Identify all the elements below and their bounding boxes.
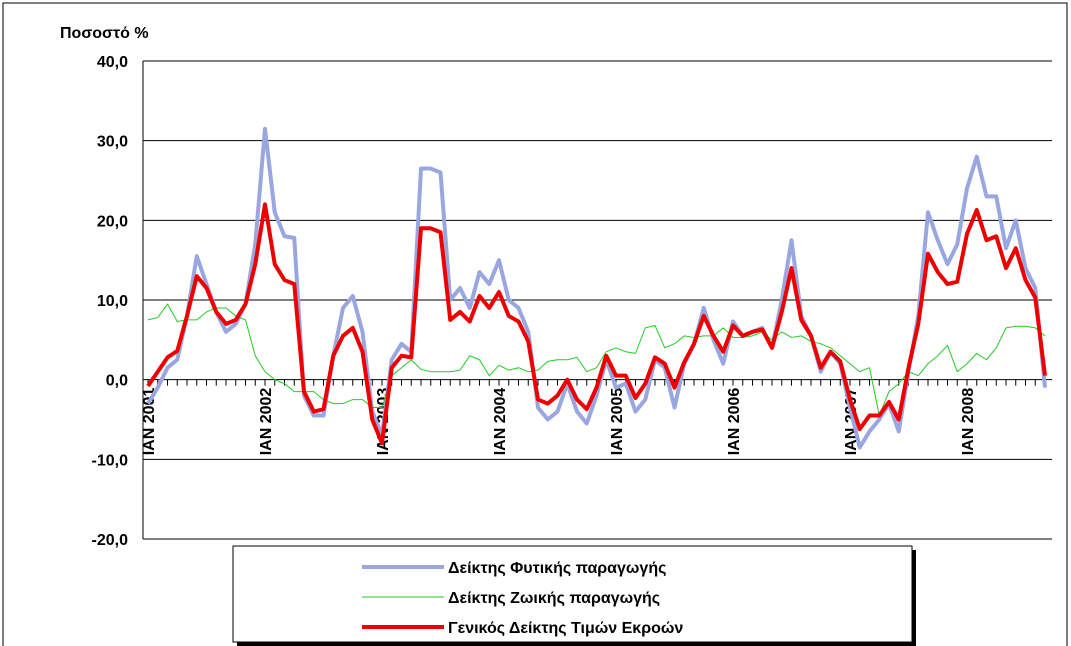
legend-label: Γενικός Δείκτης Τιμών Εκροών [448,620,683,637]
y-tick-label: 20,0 [97,213,128,230]
y-tick-label: 40,0 [97,54,128,71]
y-tick-label: 10,0 [97,293,128,310]
x-tick-label: IAN 2001 [141,388,158,456]
x-tick-label: IAN 2006 [726,388,743,456]
y-tick-label: -10,0 [92,452,129,469]
y-tick-label: 0,0 [106,373,128,390]
x-tick-label: IAN 2004 [492,388,509,456]
legend-label: Δείκτης Ζωικής παραγωγής [448,590,660,607]
legend [232,545,913,643]
x-tick-label: IAN 2005 [609,388,626,456]
x-tick-label: IAN 2002 [258,388,275,456]
chart-title: Ποσοστό % [60,25,149,42]
y-tick-label: -20,0 [92,532,129,549]
series-line [147,303,1046,417]
x-tick-label: IAN 2008 [960,388,977,456]
series-line [146,202,1047,446]
y-tick-label: 30,0 [97,134,128,151]
series-line [146,126,1047,450]
legend-label: Δείκτης Φυτικής παραγωγής [448,560,666,577]
